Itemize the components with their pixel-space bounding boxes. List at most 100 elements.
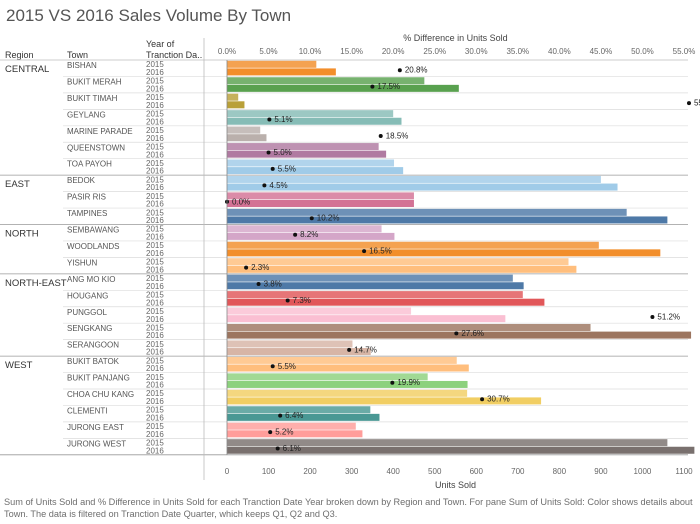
town-label: SERANGOON: [67, 341, 119, 350]
top-axis-tick: 10.0%: [299, 47, 322, 56]
year-label: 2015: [146, 340, 164, 349]
town-label: PUNGGOL: [67, 308, 108, 317]
year-label: 2015: [146, 373, 164, 382]
region-header: Region: [5, 50, 34, 60]
bar-2015: [227, 356, 457, 364]
town-label: HOUGANG: [67, 291, 108, 300]
town-label: TOA PAYOH: [67, 160, 112, 169]
chart-title: 2015 VS 2016 Sales Volume By Town: [6, 6, 292, 25]
pct-difference-label: 10.2%: [317, 214, 340, 223]
town-label: SENGKANG: [67, 324, 112, 333]
year-label: 2015: [146, 422, 164, 431]
town-label: ANG MO KIO: [67, 275, 115, 284]
bar-2016: [227, 84, 459, 92]
year-label: 2015: [146, 175, 164, 184]
pct-difference-dot: [370, 84, 375, 89]
top-axis-tick: 30.0%: [465, 47, 488, 56]
pct-difference-dot: [270, 166, 275, 171]
top-axis-tick: 35.0%: [506, 47, 529, 56]
bar-2016: [227, 397, 542, 405]
bar-2016: [227, 282, 524, 290]
bottom-axis-tick: 500: [428, 467, 442, 476]
pct-difference-dot: [278, 413, 283, 418]
year-label: 2016: [146, 430, 164, 439]
bottom-axis-label: Units Sold: [435, 480, 476, 490]
year-label: 2016: [146, 84, 164, 93]
bar-2016: [227, 101, 245, 109]
town-label: CLEMENTI: [67, 406, 107, 415]
pct-difference-label: 5.2%: [275, 428, 293, 437]
bottom-axis-tick: 1100: [675, 467, 693, 476]
bar-2016: [227, 331, 692, 339]
year-label: 2016: [146, 446, 164, 455]
year-label: 2015: [146, 142, 164, 151]
pct-difference-label: 30.7%: [487, 395, 510, 404]
top-axis-tick: 45.0%: [590, 47, 613, 56]
bar-2015: [227, 60, 317, 68]
top-axis-tick: 40.0%: [548, 47, 571, 56]
pct-difference-dot: [262, 183, 267, 188]
year-label: 2016: [146, 200, 164, 209]
town-label: WOODLANDS: [67, 242, 119, 251]
year-label: 2016: [146, 348, 164, 357]
region-label: EAST: [5, 179, 30, 190]
top-axis-tick: 50.0%: [631, 47, 654, 56]
year-label: 2016: [146, 183, 164, 192]
year-label: 2016: [146, 298, 164, 307]
town-label: MARINE PARADE: [67, 127, 133, 136]
pct-difference-label: 5.1%: [274, 115, 292, 124]
bar-2015: [227, 422, 356, 430]
pct-difference-label: 5.0%: [274, 148, 292, 157]
pct-difference-label: 7.3%: [293, 296, 311, 305]
bar-2016: [227, 298, 545, 306]
year-label: 2016: [146, 331, 164, 340]
bar-2015: [227, 77, 425, 85]
pct-difference-dot: [650, 314, 655, 319]
year-label: 2015: [146, 291, 164, 300]
town-label: CHOA CHU KANG: [67, 390, 134, 399]
town-label: JURONG EAST: [67, 423, 124, 432]
year-label: 2016: [146, 249, 164, 258]
pct-difference-label: 16.5%: [369, 247, 392, 256]
bar-2015: [227, 241, 599, 249]
bar-2015: [227, 389, 468, 397]
bar-2015: [227, 324, 591, 331]
year-label: 2015: [146, 241, 164, 250]
year-label: 2016: [146, 68, 164, 77]
bottom-axis-tick: 600: [470, 467, 484, 476]
year-label: 2015: [146, 258, 164, 267]
region-label: CENTRAL: [5, 64, 49, 75]
bar-2016: [227, 446, 695, 454]
bar-2015: [227, 159, 395, 167]
pct-difference-dot: [397, 68, 402, 73]
year-label: 2016: [146, 117, 164, 126]
bar-2016: [227, 167, 404, 175]
bar-2016: [227, 265, 577, 273]
bottom-axis-tick: 700: [511, 467, 525, 476]
pct-difference-dot: [686, 101, 691, 106]
region-label: NORTH-EAST: [5, 278, 67, 289]
pct-difference-label: 0.0%: [232, 197, 250, 206]
pct-difference-dot: [285, 298, 290, 303]
year-label: 2015: [146, 60, 164, 69]
bar-2015: [227, 439, 668, 447]
year-label: 2016: [146, 265, 164, 274]
pct-difference-dot: [378, 133, 383, 138]
pct-difference-dot: [256, 282, 261, 287]
bottom-axis-tick: 1000: [634, 467, 652, 476]
pct-difference-dot: [454, 331, 459, 336]
pct-difference-label: 51.2%: [657, 312, 680, 321]
pct-difference-label: 6.4%: [285, 411, 303, 420]
bar-2015: [227, 373, 428, 381]
bottom-axis-tick: 400: [387, 467, 401, 476]
bar-2016: [227, 200, 414, 207]
bar-2015: [227, 274, 513, 282]
bar-2016: [227, 364, 469, 372]
year-label: 2015: [146, 274, 164, 283]
year-label: 2016: [146, 216, 164, 225]
pct-difference-label: 27.6%: [461, 329, 484, 338]
bar-2015: [227, 406, 371, 414]
pct-difference-dot: [362, 249, 367, 254]
year-label: 2015: [146, 225, 164, 234]
year-label: 2015: [146, 77, 164, 86]
